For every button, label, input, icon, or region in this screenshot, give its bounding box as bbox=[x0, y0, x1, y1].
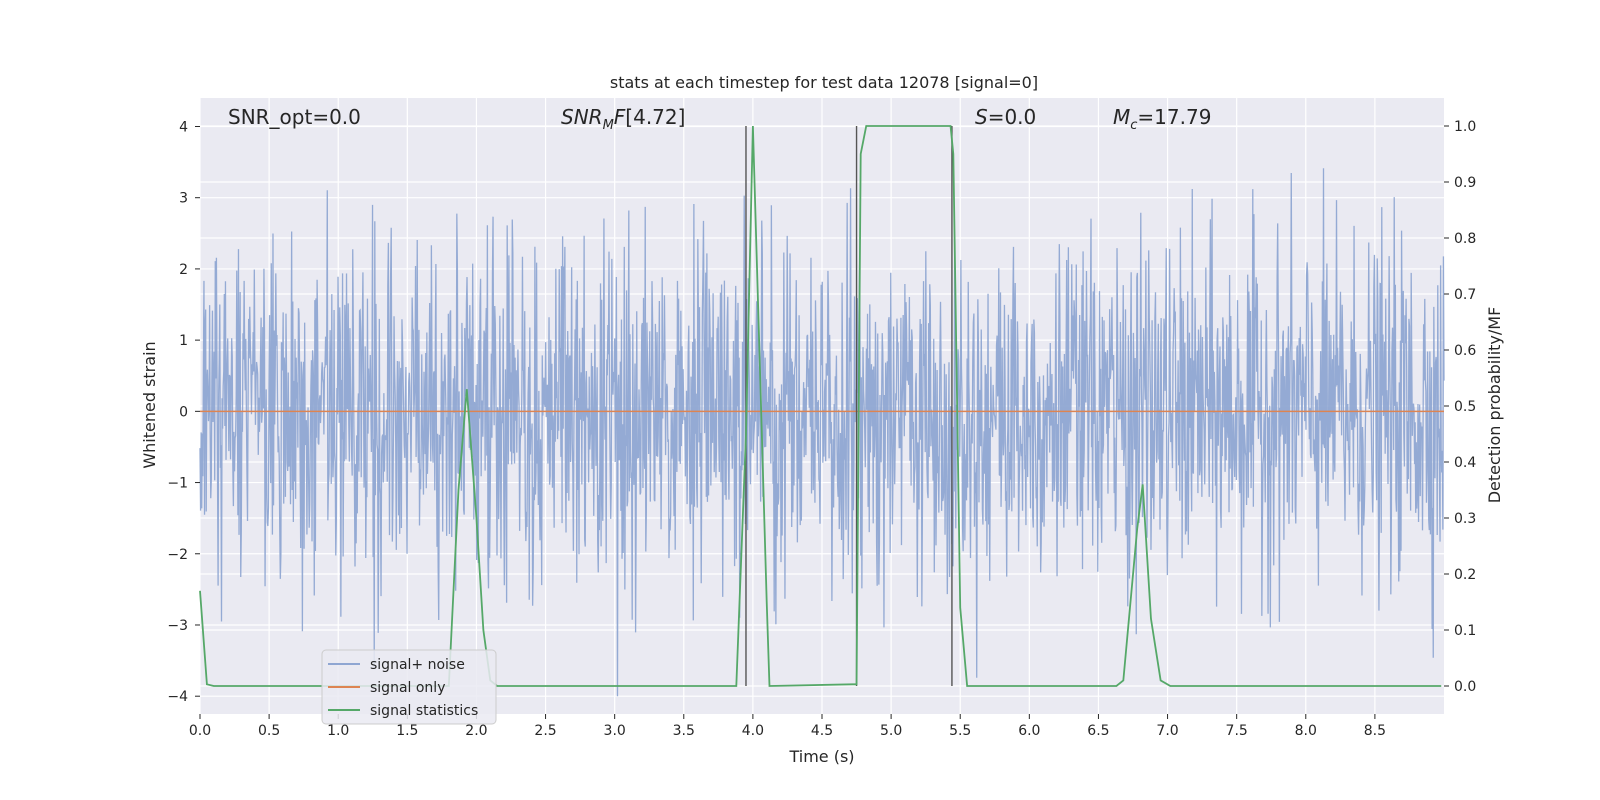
y-left-tick-label: −3 bbox=[167, 618, 188, 634]
y-left-tick-label: −1 bbox=[167, 476, 188, 492]
x-tick-label: 2.5 bbox=[534, 723, 556, 739]
annotation-s: S=0.0 bbox=[975, 105, 1036, 129]
annotation-snr-opt: SNR_opt=0.0 bbox=[228, 105, 361, 129]
annotation-mc: Mc=17.79 bbox=[1113, 105, 1211, 133]
x-tick-label: 2.0 bbox=[465, 723, 487, 739]
x-tick-label: 5.0 bbox=[880, 723, 902, 739]
signal-statistics-line bbox=[199, 125, 1442, 687]
axes: 0.0 0.5 1.0 1.5 2.0 2.5 3.0 3.5 4.0 4.5 5.0 5.5 6.0 6… bbox=[167, 119, 1476, 739]
y-right-tick-label: 0.1 bbox=[1454, 623, 1476, 639]
y-left-tick-label: −4 bbox=[167, 689, 188, 705]
x-tick-label: 8.0 bbox=[1295, 723, 1317, 739]
legend-label: signal+ noise bbox=[370, 657, 465, 673]
x-tick-label: 7.0 bbox=[1156, 723, 1178, 739]
chart-title: stats at each timestep for test data 120… bbox=[610, 73, 1038, 92]
y-left-tick-label: −2 bbox=[167, 547, 188, 563]
y-right-tick-label: 0.5 bbox=[1454, 399, 1476, 415]
y-left-tick-label: 1 bbox=[179, 333, 188, 349]
y-right-tick-label: 0.0 bbox=[1454, 679, 1476, 695]
y-right-tick-label: 0.7 bbox=[1454, 287, 1476, 303]
y-axis-left-label: Whitened strain bbox=[140, 341, 159, 468]
y-right-tick-label: 0.8 bbox=[1454, 231, 1476, 247]
x-tick-label: 0.0 bbox=[189, 723, 211, 739]
x-tick-label: 1.0 bbox=[327, 723, 349, 739]
legend-label: signal statistics bbox=[370, 703, 478, 719]
x-axis-label: Time (s) bbox=[788, 747, 854, 766]
legend-box bbox=[321, 649, 497, 725]
x-tick-label: 6.0 bbox=[1018, 723, 1040, 739]
s-value: =0.0 bbox=[988, 105, 1037, 129]
x-tick-label: 5.5 bbox=[949, 723, 971, 739]
noise-line bbox=[199, 168, 1445, 697]
y-right-tick-label: 0.9 bbox=[1454, 175, 1476, 191]
legend: signal+ noise signal only signal statistic… bbox=[321, 649, 497, 725]
annotation-snr-mf: SNRMF[4.72] bbox=[561, 105, 685, 133]
x-tick-label: 4.0 bbox=[742, 723, 764, 739]
y-axis-right-label: Detection probability/MF bbox=[1485, 307, 1504, 504]
x-tick-label: 3.0 bbox=[604, 723, 626, 739]
y-left-tick-label: 2 bbox=[179, 262, 188, 278]
y-right-tick-label: 1.0 bbox=[1454, 119, 1476, 135]
mc-value: =17.79 bbox=[1137, 105, 1211, 129]
x-tick-label: 8.5 bbox=[1364, 723, 1386, 739]
y-right-tick-label: 0.4 bbox=[1454, 455, 1476, 471]
snr-mf-value: [4.72] bbox=[625, 105, 685, 129]
y-left-tick-label: 0 bbox=[179, 404, 188, 420]
legend-label: signal only bbox=[370, 680, 445, 696]
x-tick-label: 0.5 bbox=[258, 723, 280, 739]
y-left-tick-label: 3 bbox=[179, 191, 188, 207]
y-left-tick-label: 4 bbox=[179, 119, 188, 135]
y-right-tick-label: 0.2 bbox=[1454, 567, 1476, 583]
x-tick-label: 7.5 bbox=[1226, 723, 1248, 739]
x-tick-label: 4.5 bbox=[811, 723, 833, 739]
x-tick-label: 1.5 bbox=[396, 723, 418, 739]
y-right-tick-label: 0.6 bbox=[1454, 343, 1476, 359]
y-right-tick-label: 0.3 bbox=[1454, 511, 1476, 527]
x-tick-label: 6.5 bbox=[1087, 723, 1109, 739]
x-tick-label: 3.5 bbox=[673, 723, 695, 739]
noise-series bbox=[199, 168, 1445, 697]
signal-statistics-series bbox=[199, 125, 1442, 687]
